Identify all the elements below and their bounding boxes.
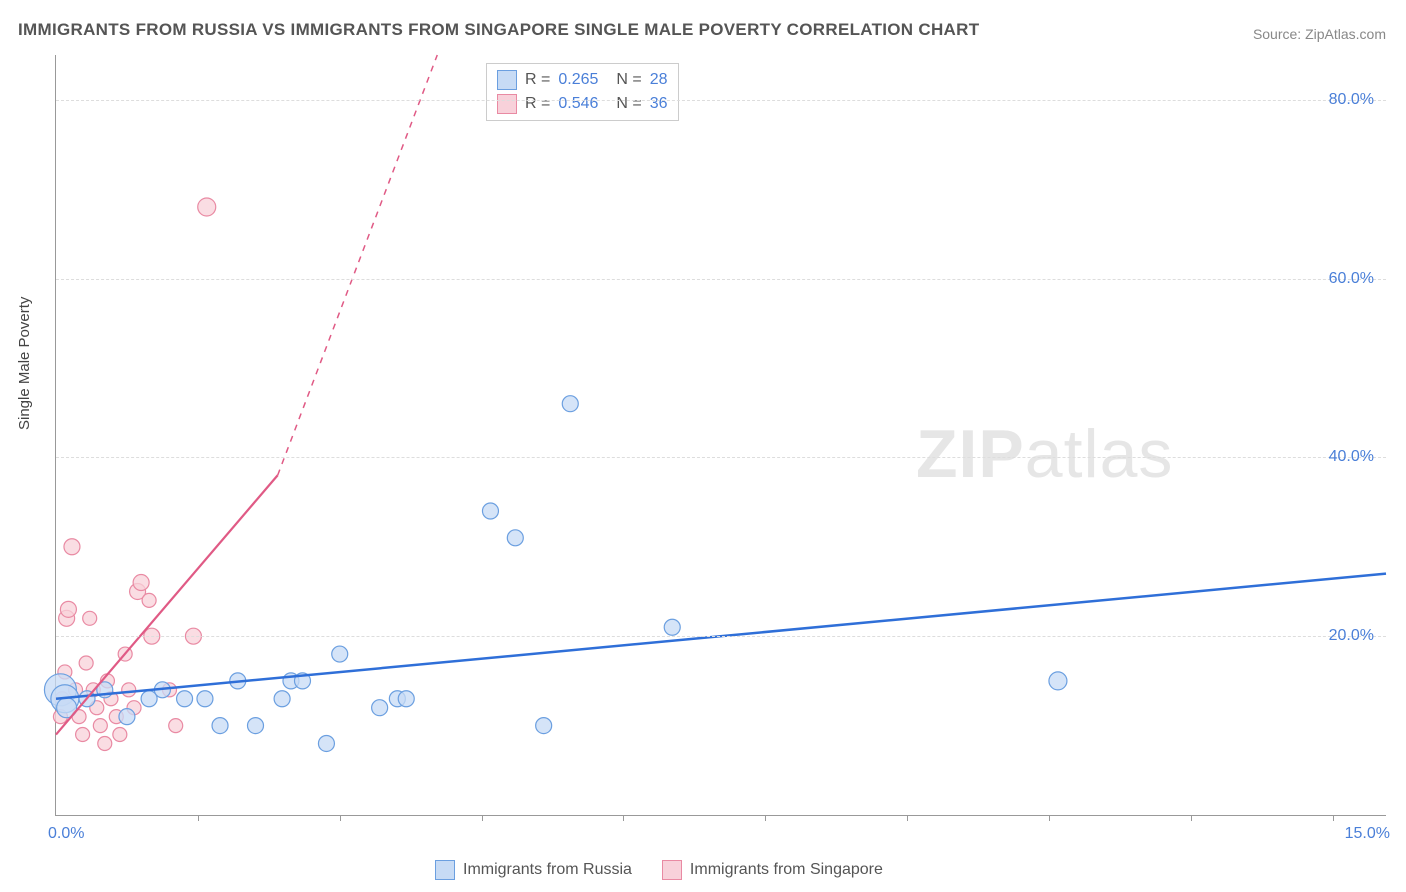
stats-legend-box: R = 0.265 N = 28 R = 0.546 N = 36 <box>486 63 679 121</box>
swatch-series1 <box>497 70 517 90</box>
point-series1 <box>536 718 552 734</box>
y-tick-label: 80.0% <box>1329 91 1374 109</box>
point-series2 <box>113 728 127 742</box>
point-series1 <box>332 646 348 662</box>
point-series1 <box>1049 672 1067 690</box>
x-min-label: 0.0% <box>48 825 84 843</box>
point-series2 <box>198 198 216 216</box>
gridline <box>56 457 1386 458</box>
gridline <box>56 636 1386 637</box>
point-series1 <box>482 503 498 519</box>
gridline <box>56 100 1386 101</box>
plot-area: ZIPatlas R = 0.265 N = 28 R = 0.546 N = … <box>55 55 1386 816</box>
x-tick-mark <box>340 815 341 821</box>
point-series2 <box>83 611 97 625</box>
point-series1 <box>274 691 290 707</box>
point-series1 <box>398 691 414 707</box>
point-series1 <box>248 718 264 734</box>
legend-item-2: Immigrants from Singapore <box>662 860 883 880</box>
x-max-label: 15.0% <box>1345 825 1390 843</box>
y-tick-label: 20.0% <box>1329 627 1374 645</box>
x-tick-mark <box>1333 815 1334 821</box>
plot-svg <box>56 55 1386 815</box>
point-series2 <box>76 728 90 742</box>
point-series2 <box>122 683 136 697</box>
stats-row-1: R = 0.265 N = 28 <box>497 68 668 92</box>
r-value-1: 0.265 <box>558 71 598 89</box>
y-tick-label: 60.0% <box>1329 270 1374 288</box>
y-axis-label: Single Male Poverty <box>16 297 33 430</box>
point-series2 <box>98 736 112 750</box>
x-tick-mark <box>1049 815 1050 821</box>
n-value-2: 36 <box>650 95 668 113</box>
x-tick-mark <box>198 815 199 821</box>
point-series1 <box>507 530 523 546</box>
source-label: Source: ZipAtlas.com <box>1253 26 1386 42</box>
x-tick-mark <box>1191 815 1192 821</box>
legend-item-1: Immigrants from Russia <box>435 860 632 880</box>
legend-swatch-1 <box>435 860 455 880</box>
trendline-series2-dashed <box>278 55 438 475</box>
x-tick-mark <box>482 815 483 821</box>
point-series1 <box>119 709 135 725</box>
chart-title: IMMIGRANTS FROM RUSSIA VS IMMIGRANTS FRO… <box>18 20 979 40</box>
point-series1 <box>562 396 578 412</box>
point-series2 <box>142 593 156 607</box>
point-series1 <box>212 718 228 734</box>
point-series1 <box>372 700 388 716</box>
point-series2 <box>169 719 183 733</box>
point-series1 <box>664 619 680 635</box>
x-tick-mark <box>765 815 766 821</box>
x-tick-mark <box>623 815 624 821</box>
point-series2 <box>64 539 80 555</box>
point-series2 <box>133 575 149 591</box>
chart-container: IMMIGRANTS FROM RUSSIA VS IMMIGRANTS FRO… <box>0 0 1406 892</box>
point-series1 <box>318 735 334 751</box>
n-value-1: 28 <box>650 71 668 89</box>
y-tick-label: 40.0% <box>1329 448 1374 466</box>
bottom-legend: Immigrants from Russia Immigrants from S… <box>435 860 883 880</box>
point-series1 <box>177 691 193 707</box>
x-tick-mark <box>907 815 908 821</box>
legend-swatch-2 <box>662 860 682 880</box>
point-series1 <box>197 691 213 707</box>
r-value-2: 0.546 <box>558 95 598 113</box>
legend-label-1: Immigrants from Russia <box>463 861 632 879</box>
gridline <box>56 279 1386 280</box>
swatch-series2 <box>497 94 517 114</box>
legend-label-2: Immigrants from Singapore <box>690 861 883 879</box>
point-series2 <box>79 656 93 670</box>
point-series2 <box>60 601 76 617</box>
stats-row-2: R = 0.546 N = 36 <box>497 92 668 116</box>
point-series2 <box>93 719 107 733</box>
